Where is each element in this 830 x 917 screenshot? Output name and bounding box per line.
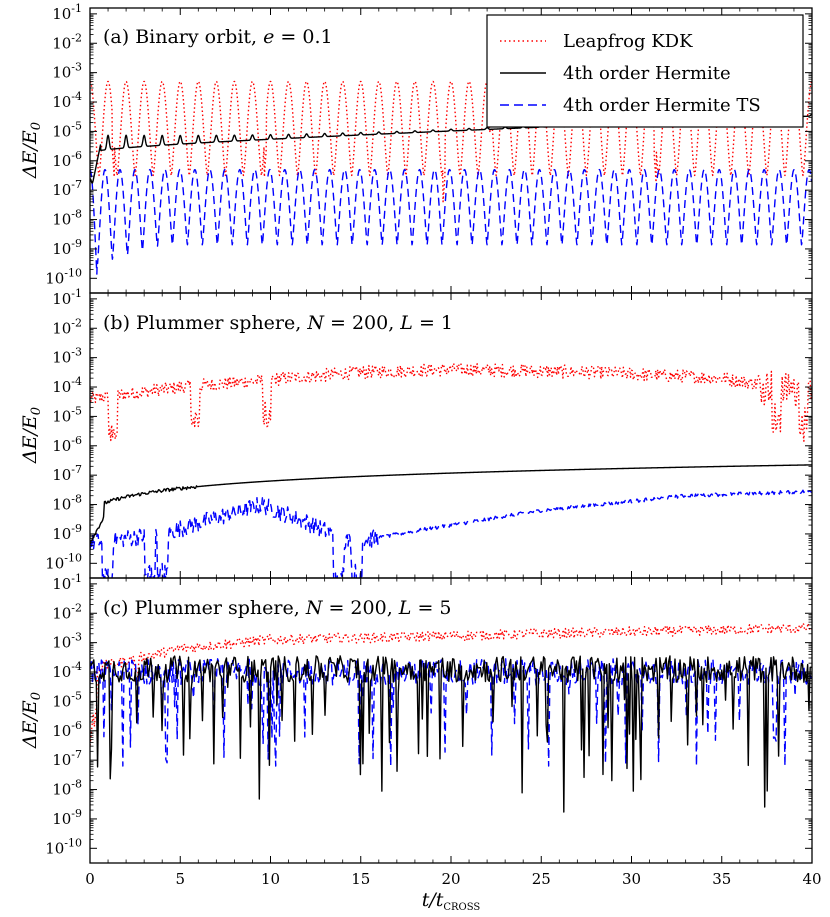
- y-tick-label: 10-8: [52, 493, 82, 514]
- legend-label-leapfrog: Leapfrog KDK: [563, 31, 693, 52]
- y-tick-label: 10-1: [52, 572, 82, 593]
- x-tick-label: 40: [802, 870, 821, 888]
- legend-box: [486, 14, 804, 128]
- legend-label-hermite: 4th order Hermite: [563, 63, 731, 84]
- panel-b-title: (b) Plummer sphere, N = 200, L = 1: [103, 312, 453, 334]
- x-tick-label: 5: [175, 870, 185, 888]
- legend: Leapfrog KDK 4th order Hermite 4th order…: [486, 14, 804, 128]
- y-tick-label: 10-2: [52, 316, 82, 337]
- x-tick-label: 0: [85, 870, 95, 888]
- series-hermite-c: [90, 655, 812, 813]
- y-tick-label: 10-1: [52, 2, 82, 23]
- x-tick-label: 25: [532, 870, 551, 888]
- y-tick-label: 10-5: [52, 119, 82, 140]
- y-tick-label: 10-6: [52, 149, 82, 170]
- panel-b-ylabel: ΔE/E0: [19, 407, 44, 464]
- panel-c-ylabel: ΔE/E0: [19, 692, 44, 749]
- y-tick-label: 10-4: [52, 660, 82, 681]
- series-leapfrog-a: [90, 80, 812, 203]
- y-tick-label: 10-3: [52, 346, 82, 367]
- series-hermite-ts-a: [90, 168, 812, 275]
- series-leapfrog-b: [90, 362, 812, 442]
- panel-a-title: (a) Binary orbit, e = 0.1: [103, 26, 333, 48]
- x-tick-label: 10: [261, 870, 280, 888]
- x-tick-label: 35: [712, 870, 731, 888]
- panel-c: 10-10 10-9 10-8 10-7 10-6 10-5 10-4 10-3 10-2 10-…: [19, 572, 813, 864]
- y-tick-label: 10-5: [52, 689, 82, 710]
- panel-c-frame: [89, 577, 813, 864]
- y-tick-label: 10-9: [52, 237, 82, 258]
- y-tick-label: 10-6: [52, 719, 82, 740]
- y-tick-label: 10-2: [52, 601, 82, 622]
- series-hermite-ts-c: [90, 658, 812, 767]
- panel-a-ylabel: ΔE/E0: [19, 122, 44, 179]
- panel-b-frame: [89, 292, 813, 579]
- y-tick-label: 10-6: [52, 434, 82, 455]
- y-tick-label: 10-8: [52, 778, 82, 799]
- y-tick-label: 10-4: [52, 90, 82, 111]
- x-tick-label: 15: [351, 870, 370, 888]
- y-tick-label: 10-2: [52, 31, 82, 52]
- series-hermite-b: [90, 464, 812, 545]
- y-tick-label: 10-9: [52, 522, 82, 543]
- series-hermite-ts-b: [90, 489, 812, 578]
- x-tick-label: 30: [622, 870, 641, 888]
- panel-c-title: (c) Plummer sphere, N = 200, L = 5: [103, 597, 452, 619]
- y-tick-label: 10-4: [52, 375, 82, 396]
- x-axis-ticks: 0 5 10 15 20 25 30 35 40: [85, 8, 822, 888]
- y-tick-label: 10-3: [52, 631, 82, 652]
- x-axis-label: t/tCROSS: [422, 889, 481, 913]
- y-tick-label: 10-7: [52, 178, 82, 199]
- y-tick-label: 10-8: [52, 208, 82, 229]
- y-tick-label: 10-10: [45, 551, 82, 572]
- y-tick-label: 10-5: [52, 404, 82, 425]
- y-tick-label: 10-3: [52, 61, 82, 82]
- y-tick-label: 10-10: [45, 266, 82, 287]
- series-leapfrog-c: [90, 622, 812, 746]
- y-tick-label: 10-7: [52, 748, 82, 769]
- y-tick-label: 10-7: [52, 463, 82, 484]
- y-tick-label: 10-1: [52, 287, 82, 308]
- y-tick-label: 10-9: [52, 807, 82, 828]
- legend-label-hermite-ts: 4th order Hermite TS: [563, 95, 761, 116]
- x-tick-label: 20: [441, 870, 460, 888]
- y-tick-label: 10-10: [45, 836, 82, 857]
- panel-b: 10-10 10-9 10-8 10-7 10-6 10-5 10-4 10-3 10-2 10-…: [19, 287, 813, 579]
